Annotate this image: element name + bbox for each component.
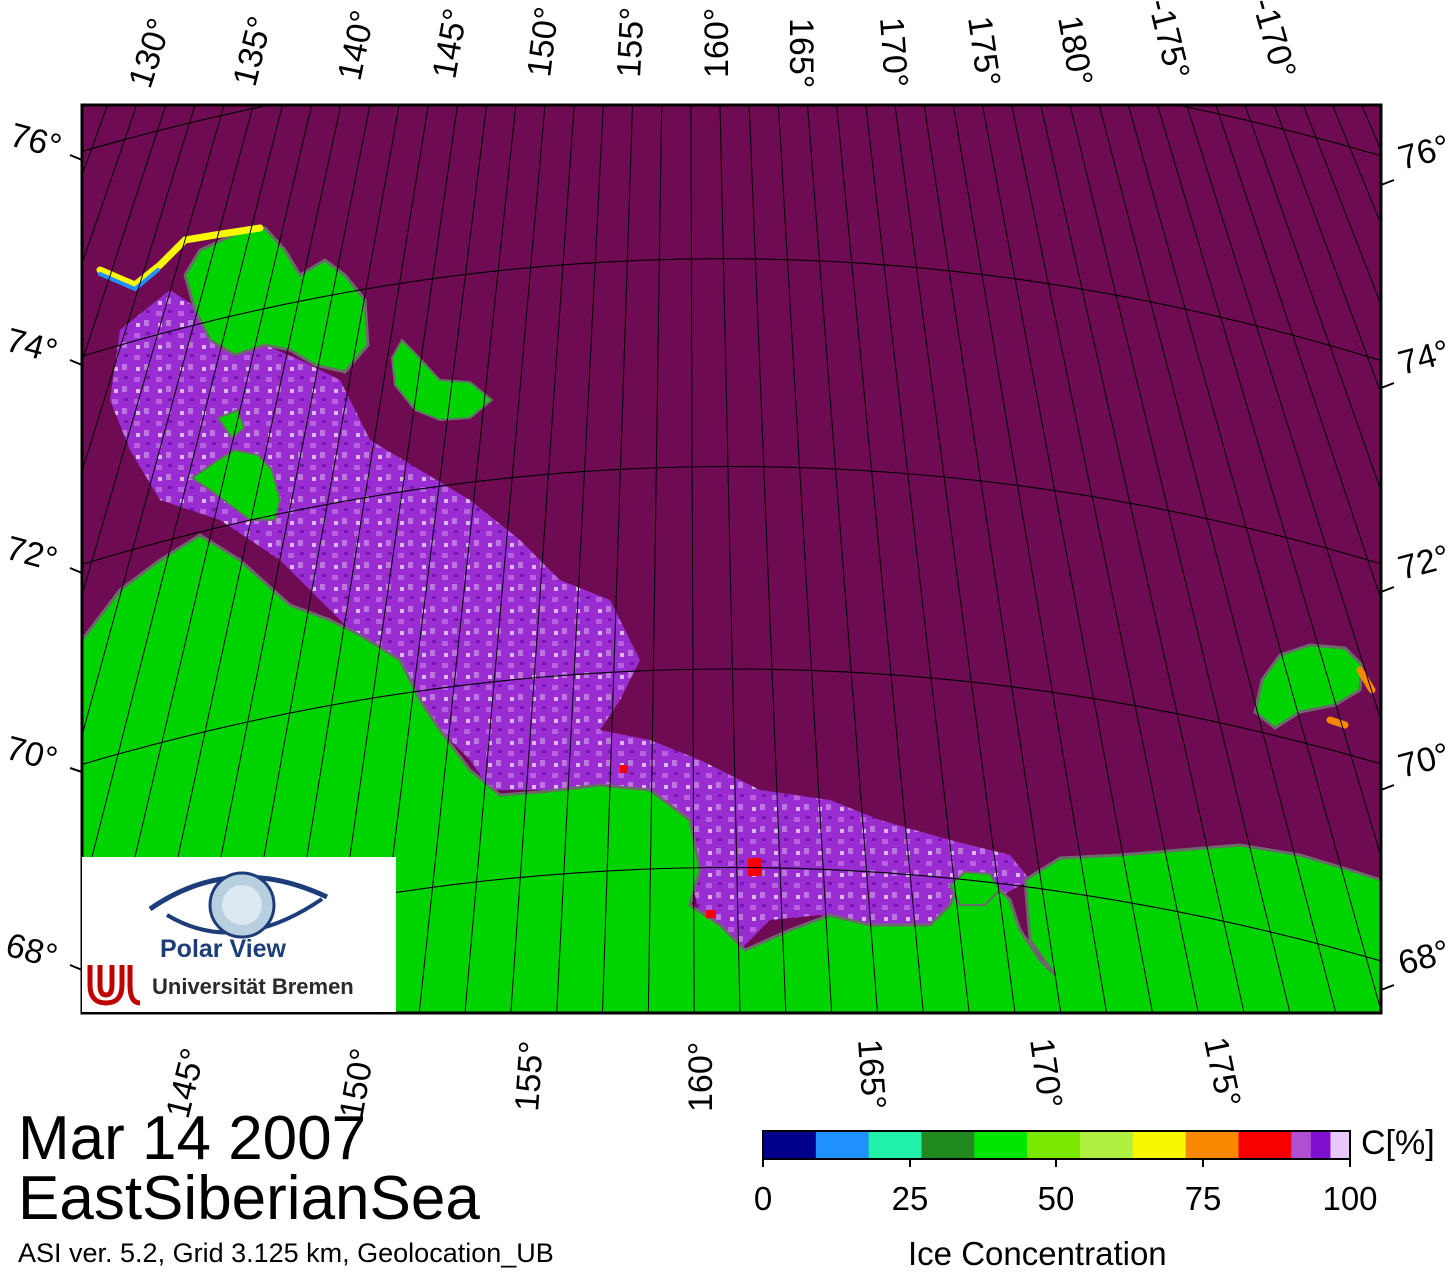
colorbar-tick-label: 100 (1322, 1180, 1377, 1218)
colorbar-segment (1238, 1131, 1291, 1159)
lat-label-left-74: 74° (2, 321, 62, 371)
colorbar-segment (1133, 1131, 1186, 1159)
colorbar-tick-label: 50 (1038, 1180, 1075, 1218)
lon-label-150: 150° (520, 5, 566, 79)
lon-label-m170: -170° (1244, 0, 1303, 83)
lon-label-b170: 170° (1022, 1036, 1069, 1111)
logo-institution: Universität Bremen (152, 974, 354, 1000)
map-date: Mar 14 2007 (18, 1108, 366, 1170)
lat-label-right-74: 74° (1394, 333, 1454, 383)
polar-view-logo: Polar View Universität Bremen (82, 857, 396, 1012)
map-region: EastSiberianSea (18, 1168, 480, 1230)
top-longitude-labels: 130° 135° 140° 145° 150° 155° 160° 165° … (121, 0, 1303, 92)
lon-label-165: 165° (782, 18, 820, 88)
lon-label-145: 145° (425, 6, 475, 82)
lon-label-160: 160° (698, 8, 736, 78)
colorbar-segment (1291, 1131, 1311, 1159)
lon-label-b165: 165° (850, 1038, 893, 1111)
lon-label-140: 140° (331, 7, 383, 84)
lat-label-right-68: 68° (1394, 933, 1454, 983)
colorbar-segment (869, 1131, 922, 1159)
colorbar-unit: C[%] (1361, 1124, 1435, 1163)
lon-label-130: 130° (121, 14, 179, 93)
lon-label-180: 180° (1050, 13, 1100, 89)
lon-label-135: 135° (226, 13, 280, 90)
colorbar-segment (921, 1131, 974, 1159)
lat-label-left-72: 72° (2, 529, 62, 579)
lat-label-right-70: 70° (1394, 736, 1454, 786)
lon-label-175: 175° (960, 14, 1007, 89)
logo-name: Polar View (160, 935, 286, 964)
colorbar-segment (974, 1131, 1027, 1159)
polynya-red-2 (620, 765, 628, 773)
lat-label-left-70: 70° (2, 729, 62, 779)
colorbar-segment (816, 1131, 869, 1159)
colorbar-segment (1186, 1131, 1239, 1159)
colorbar (763, 1131, 1351, 1159)
colorbar-tick-label: 25 (892, 1180, 929, 1218)
colorbar-segment (1027, 1131, 1080, 1159)
colorbar-segment (763, 1131, 816, 1159)
lat-label-left-68: 68° (2, 926, 62, 976)
polynya-red-1 (748, 858, 762, 876)
colorbar-tick-label: 0 (754, 1180, 772, 1218)
lon-label-b175: 175° (1196, 1034, 1248, 1111)
lon-label-m175: -175° (1140, 0, 1197, 83)
lat-label-right-76: 76° (1394, 128, 1454, 178)
colorbar-title: Ice Concentration (908, 1235, 1167, 1273)
lon-label-b160: 160° (682, 1042, 720, 1112)
colorbar-ticks (763, 1159, 1350, 1167)
lon-label-b155: 155° (508, 1040, 551, 1113)
lon-label-170: 170° (872, 16, 915, 89)
colorbar-segment (1080, 1131, 1133, 1159)
lat-label-right-72: 72° (1394, 538, 1454, 588)
lat-label-left-76: 76° (6, 116, 66, 166)
colorbar-tick-label: 75 (1185, 1180, 1222, 1218)
colorbar-segment (1311, 1131, 1331, 1159)
product-metadata: ASI ver. 5.2, Grid 3.125 km, Geolocation… (18, 1238, 554, 1269)
polynya-red-3 (706, 910, 716, 918)
colorbar-segment (1330, 1131, 1350, 1159)
lon-label-155: 155° (610, 6, 652, 78)
